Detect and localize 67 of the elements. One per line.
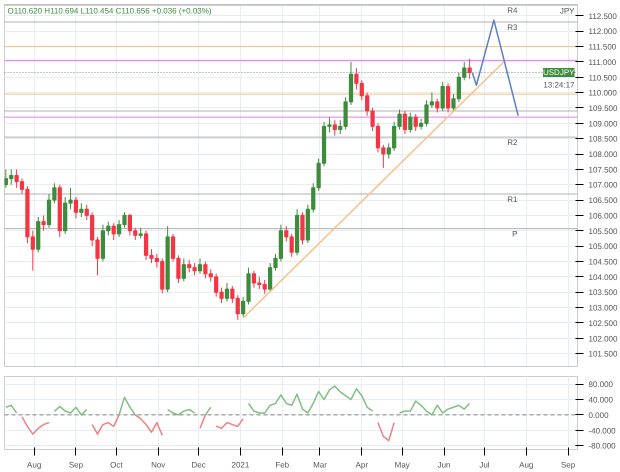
candlestick [41,214,46,232]
y-tick-label: 104.500 [588,257,618,266]
y-tick-label: 103.000 [588,304,618,313]
y-tick-label: 40.000 [588,396,614,405]
ref-line-label: USDJPY [542,68,576,77]
x-tick-label: 2021 [232,460,250,470]
y-tick-label: 80.000 [588,380,614,390]
x-tick-label: Oct [110,460,124,470]
x-tick-label: Dec [192,460,206,470]
candlestick [74,196,78,220]
x-tick-label: May [394,460,410,470]
candlestick [112,222,116,240]
annotation: O110.620 H110.694 L110.454 C110.656 +0.036 (+0.03%) [8,6,212,16]
y-tick-label: 101.500 [588,350,618,359]
ref-line-label: P [512,230,518,239]
y-tick-label: 112.500 [588,12,618,21]
y-tick-label: 110.500 [588,73,618,82]
x-tick-label: Sep [68,460,84,470]
y-tick-label: 111.000 [588,58,617,67]
x-tick-label: Jul [479,460,490,470]
y-tick-label: 106.000 [588,211,618,220]
candlestick [408,112,412,134]
x-tick-label: Aug [27,460,42,470]
x-tick-label: Apr [356,460,368,470]
y-tick-label: 109.500 [588,104,618,113]
candlestick [182,258,186,282]
candlestick [440,81,445,112]
y-tick-label: 112.000 [588,27,618,36]
x-tick-label: Nov [151,460,166,470]
x-tick-label: Mar [313,460,328,470]
y-tick-label: 105.000 [588,242,618,252]
candlestick [402,110,408,135]
annotation: JPY [560,6,576,16]
y-tick-label: 105.500 [588,226,618,236]
ref-line-label: R4 [507,6,518,16]
ref-line-label: R2 [507,138,518,148]
y-tick-label: 108.500 [588,134,618,144]
y-tick-label: 106.500 [588,196,618,206]
y-tick-label: 107.000 [588,180,618,190]
y-tick-label: 102.000 [588,334,618,344]
annotation: 13:24:17 [543,80,576,90]
candlestick [435,98,440,114]
y-tick-label: 111.500 [588,42,617,52]
candlestick [414,114,418,132]
y-tick-label: 108.000 [588,150,618,160]
candlestick [198,258,202,274]
x-tick-label: Jun [438,460,450,470]
candlestick [468,58,472,80]
ref-line-label: R1 [507,194,518,204]
y-tick-label: 104.000 [588,272,618,282]
y-tick-label: -40.000 [588,426,616,436]
candlestick [446,82,450,114]
x-tick-label: Aug [519,460,534,470]
x-tick-label: Sep [560,460,576,470]
x-tick-label: Feb [275,460,290,470]
y-tick-label: 0.000 [588,410,610,420]
candlestick [224,282,230,302]
y-tick-label: -80.000 [588,442,616,451]
y-tick-label: 107.500 [588,165,618,174]
candlestick [332,120,337,136]
candlestick [79,202,84,218]
y-tick-label: 109.000 [588,119,618,128]
y-tick-label: 110.000 [588,88,618,98]
y-tick-label: 103.500 [588,288,618,298]
ref-line-label: R3 [507,23,518,32]
candlestick [138,227,143,239]
y-tick-label: 102.500 [588,318,618,328]
